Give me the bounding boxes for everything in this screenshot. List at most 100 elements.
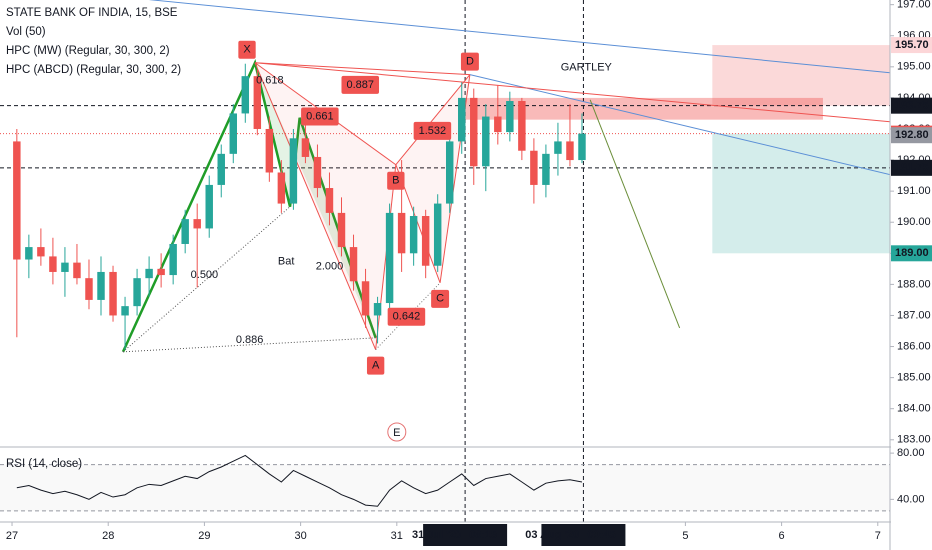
candle-body	[301, 138, 310, 157]
rsi-label: RSI (14, close)	[6, 458, 82, 470]
price-tag	[891, 97, 932, 114]
price-tag-label: 192.80	[895, 129, 929, 141]
crosshair-date: 03 Aug '20	[525, 529, 579, 541]
x-tick-label: 27	[6, 530, 18, 542]
bat-pattern	[121, 58, 377, 353]
x-tick-label: 7	[875, 530, 881, 542]
pattern-line	[254, 62, 470, 76]
trendline	[589, 99, 681, 329]
position-zone	[462, 97, 823, 120]
pattern-point-label: X	[238, 40, 256, 59]
candle-body	[133, 278, 141, 307]
y-tick-label: 186.00	[897, 340, 931, 352]
candle-body	[554, 141, 562, 154]
candle-body	[566, 141, 574, 161]
y-tick-label: 183.00	[897, 434, 931, 446]
pattern-line	[395, 74, 471, 166]
candle-body	[169, 243, 177, 276]
rsi-y-tick-label: 80.00	[897, 447, 925, 459]
candle-body	[61, 262, 69, 272]
candle-body	[421, 216, 430, 266]
retracement-line	[123, 337, 376, 353]
candle-body	[121, 306, 129, 316]
pattern-note: GARTLEY	[561, 62, 613, 74]
candle-body	[313, 156, 322, 189]
indicator-label: HPC (ABCD) (Regular, 30, 300, 2)	[6, 64, 181, 76]
pattern-point-label-bg	[238, 40, 256, 59]
trendline	[469, 74, 891, 176]
candle-body	[361, 281, 370, 316]
candle-body	[385, 212, 394, 304]
ratio-label-text: 0.642	[393, 311, 421, 323]
price-axis-bg	[891, 0, 932, 550]
ratio-label-bg	[341, 75, 380, 94]
candle-body	[25, 247, 33, 260]
x-tick-label: 29	[198, 530, 210, 542]
candle-body	[433, 203, 442, 266]
y-tick-label: 184.00	[897, 403, 931, 415]
candle-body	[506, 101, 514, 133]
pattern-fill	[255, 62, 396, 350]
x-tick-label: 30	[294, 530, 306, 542]
price-tag-label: 193.75	[895, 100, 929, 112]
pattern-point-label-bg	[387, 171, 405, 190]
y-tick-label: 190.00	[897, 216, 931, 228]
pattern-point-label: B	[387, 171, 405, 190]
plot: 0.618 0.500 0.886 2.000 Bat GARTLEY 0.887 0.661…	[0, 0, 891, 522]
rsi-band-fill	[0, 464, 890, 511]
event-label: E	[393, 427, 400, 439]
price-tag	[891, 37, 932, 54]
candle-body	[13, 141, 21, 260]
crosshair-tag	[423, 524, 508, 546]
crosshair-time: 08:15	[469, 529, 497, 541]
x-tick-label: 5	[682, 530, 688, 542]
candle-body	[181, 219, 189, 244]
candle-body	[73, 262, 81, 279]
candle-body	[482, 116, 490, 167]
bat-pattern-fill	[255, 62, 376, 338]
pattern-line	[375, 164, 397, 350]
ratio-label-bg	[387, 307, 426, 326]
ratio-label-bg	[301, 107, 339, 126]
y-tick-label: 197.00	[897, 0, 931, 11]
pattern-note: 0.618	[256, 75, 284, 87]
pattern-point-label-bg	[431, 289, 450, 308]
axes: 197.00196.00195.00194.00193.00192.00191.…	[6, 0, 932, 550]
pattern-point-label-bg	[366, 356, 385, 375]
pattern-note: 0.500	[191, 269, 219, 281]
price-tag-label: 189.00	[895, 247, 929, 259]
candle-body	[85, 278, 93, 300]
candle-body	[578, 133, 586, 161]
pattern-point-label: D	[460, 52, 479, 71]
candle-body	[445, 141, 454, 204]
position-zone	[712, 133, 890, 254]
candle-body	[193, 219, 201, 229]
indicator-label: HPC (MW) (Regular, 30, 300, 2)	[6, 45, 170, 57]
retracement-line	[122, 206, 291, 353]
candle-body	[470, 97, 478, 167]
candle-body	[157, 268, 165, 276]
candle-body	[265, 128, 274, 173]
x-tick-label: 6	[779, 530, 785, 542]
candle-body	[109, 271, 117, 316]
ratio-label: 1.532	[413, 121, 452, 140]
candle-body	[277, 172, 286, 204]
candle-body	[37, 247, 45, 257]
trendline	[149, 0, 891, 74]
zones	[462, 45, 890, 254]
rsi-line	[16, 454, 583, 507]
candle-body	[289, 138, 298, 204]
pattern-point-label-text: X	[243, 44, 251, 56]
ratio-label: 0.887	[341, 75, 380, 94]
price-tag	[891, 127, 932, 144]
price-tag	[891, 245, 932, 262]
candle-body	[337, 212, 346, 248]
candle-body	[518, 101, 526, 151]
pattern-note: Bat	[278, 256, 295, 268]
rsi-y-tick-label: 40.00	[897, 493, 925, 505]
candle-body	[253, 76, 262, 129]
indicator-label: Vol (50)	[6, 26, 46, 38]
pattern-fill	[395, 74, 470, 283]
